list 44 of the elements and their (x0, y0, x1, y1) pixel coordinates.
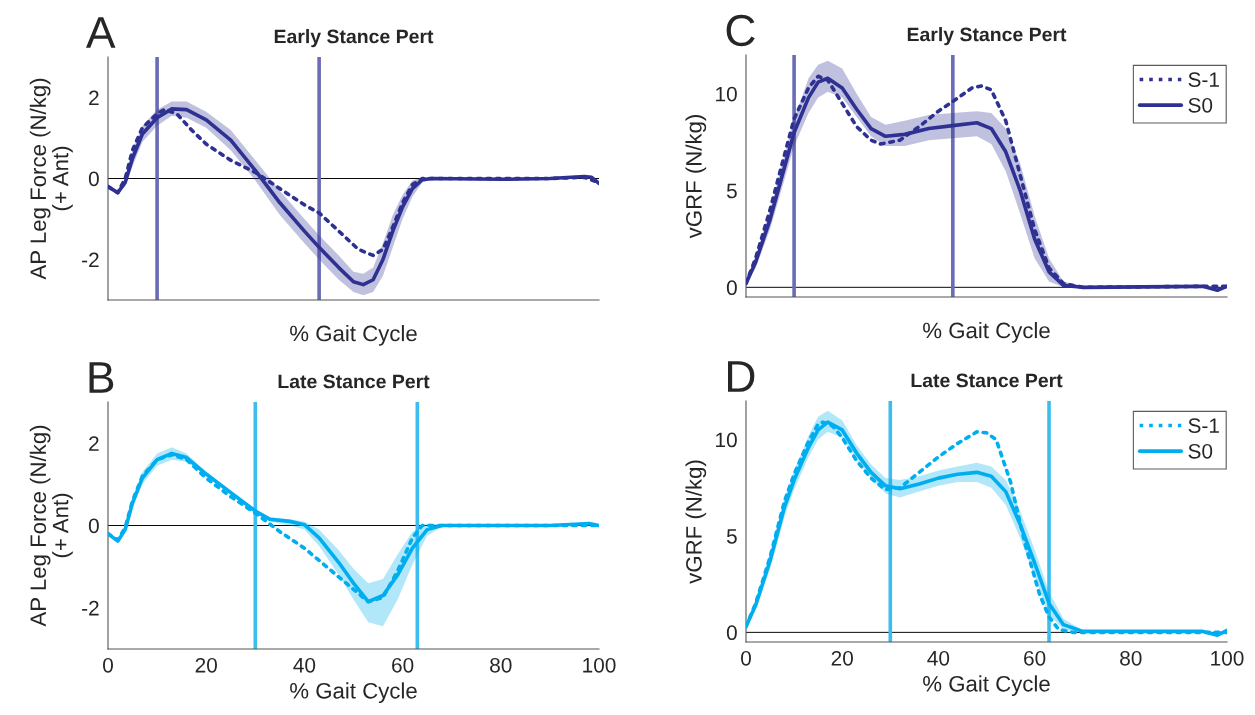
text: A (86, 17, 116, 48)
y-tick-label: 0 (726, 280, 737, 296)
chart-title: Early Stance Pert (274, 29, 434, 48)
x-axis-title: % Gait Cycle (923, 675, 1050, 697)
y-axis-title: AP Leg Force (N/kg) (+ Ant) (29, 78, 73, 280)
y-tick-label: 0 (88, 518, 99, 534)
y-tick-label: 2 (89, 90, 99, 106)
y-tick-label: 10 (716, 432, 737, 448)
x-tick-label: 100 (583, 657, 616, 673)
x-tick-label: 60 (392, 657, 414, 673)
x-tick-label: 60 (1024, 650, 1046, 666)
text: D (728, 361, 755, 392)
y-axis-title: AP Leg Force (N/kg) (+ Ant) (29, 425, 73, 627)
y-tick-label: -2 (82, 252, 99, 268)
x-tick-label: 20 (831, 650, 853, 666)
y-tick-label: 10 (716, 86, 737, 102)
text: C (726, 14, 755, 47)
y-axis-title: vGRF (N/kg) (685, 460, 707, 584)
y-tick-label: -2 (82, 600, 99, 616)
y-axis-title: vGRF (N/kg) (685, 115, 707, 239)
legend-label: S0 (1188, 443, 1213, 459)
x-tick-label: 0 (741, 650, 751, 666)
x-tick-label: 80 (1120, 650, 1142, 666)
chart-title: Late Stance Pert (278, 374, 430, 389)
x-axis-title: % Gait Cycle (290, 325, 417, 346)
y-tick-label: 2 (89, 436, 99, 451)
y-tick-label: 0 (88, 171, 99, 187)
x-tick-label: 100 (1211, 650, 1244, 666)
chart-title: Late Stance Pert (911, 373, 1063, 388)
chart-title: Early Stance Pert (907, 27, 1067, 46)
x-tick-label: 0 (103, 657, 113, 673)
y-tick-label: 5 (726, 529, 737, 544)
x-tick-label: 80 (490, 657, 512, 673)
text: B (89, 362, 114, 393)
x-tick-label: 40 (927, 650, 950, 666)
x-axis-title: % Gait Cycle (923, 322, 1050, 343)
legend-label: S-1 (1188, 72, 1219, 87)
legend-label: S0 (1188, 97, 1213, 113)
x-tick-label: 40 (293, 657, 316, 673)
y-tick-label: 5 (726, 183, 737, 199)
y-tick-label: 0 (726, 625, 737, 641)
x-axis-title: % Gait Cycle (290, 682, 417, 704)
x-tick-label: 20 (195, 657, 217, 673)
legend-label: S-1 (1188, 418, 1219, 433)
